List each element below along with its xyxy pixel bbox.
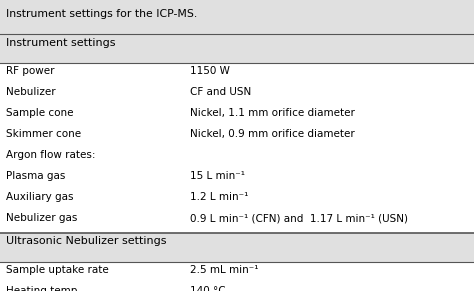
Text: 0.9 L min⁻¹ (CFN) and  1.17 L min⁻¹ (USN): 0.9 L min⁻¹ (CFN) and 1.17 L min⁻¹ (USN): [190, 213, 408, 223]
Text: Sample uptake rate: Sample uptake rate: [6, 265, 109, 275]
Text: Nebulizer: Nebulizer: [6, 87, 55, 97]
Text: 15 L min⁻¹: 15 L min⁻¹: [190, 171, 245, 181]
Text: 2.5 mL min⁻¹: 2.5 mL min⁻¹: [190, 265, 258, 275]
Text: Sample cone: Sample cone: [6, 108, 73, 118]
Text: CF and USN: CF and USN: [190, 87, 251, 97]
Text: Skimmer cone: Skimmer cone: [6, 129, 81, 139]
Text: Plasma gas: Plasma gas: [6, 171, 65, 181]
Text: Instrument settings for the ICP-MS.: Instrument settings for the ICP-MS.: [6, 9, 197, 19]
FancyBboxPatch shape: [0, 233, 474, 261]
Text: 140 °C: 140 °C: [190, 286, 225, 291]
Text: 1.2 L min⁻¹: 1.2 L min⁻¹: [190, 192, 248, 202]
Text: Heating temp: Heating temp: [6, 286, 77, 291]
Text: 1150 W: 1150 W: [190, 66, 229, 76]
Text: Auxiliary gas: Auxiliary gas: [6, 192, 73, 202]
Text: Argon flow rates:: Argon flow rates:: [6, 150, 95, 160]
Text: Nickel, 1.1 mm orifice diameter: Nickel, 1.1 mm orifice diameter: [190, 108, 355, 118]
Text: Nebulizer gas: Nebulizer gas: [6, 213, 77, 223]
FancyBboxPatch shape: [0, 63, 474, 233]
Text: RF power: RF power: [6, 66, 54, 76]
FancyBboxPatch shape: [0, 262, 474, 291]
FancyBboxPatch shape: [0, 35, 474, 63]
Text: Nickel, 0.9 mm orifice diameter: Nickel, 0.9 mm orifice diameter: [190, 129, 355, 139]
Text: Instrument settings: Instrument settings: [6, 38, 115, 48]
Text: Ultrasonic Nebulizer settings: Ultrasonic Nebulizer settings: [6, 236, 166, 246]
